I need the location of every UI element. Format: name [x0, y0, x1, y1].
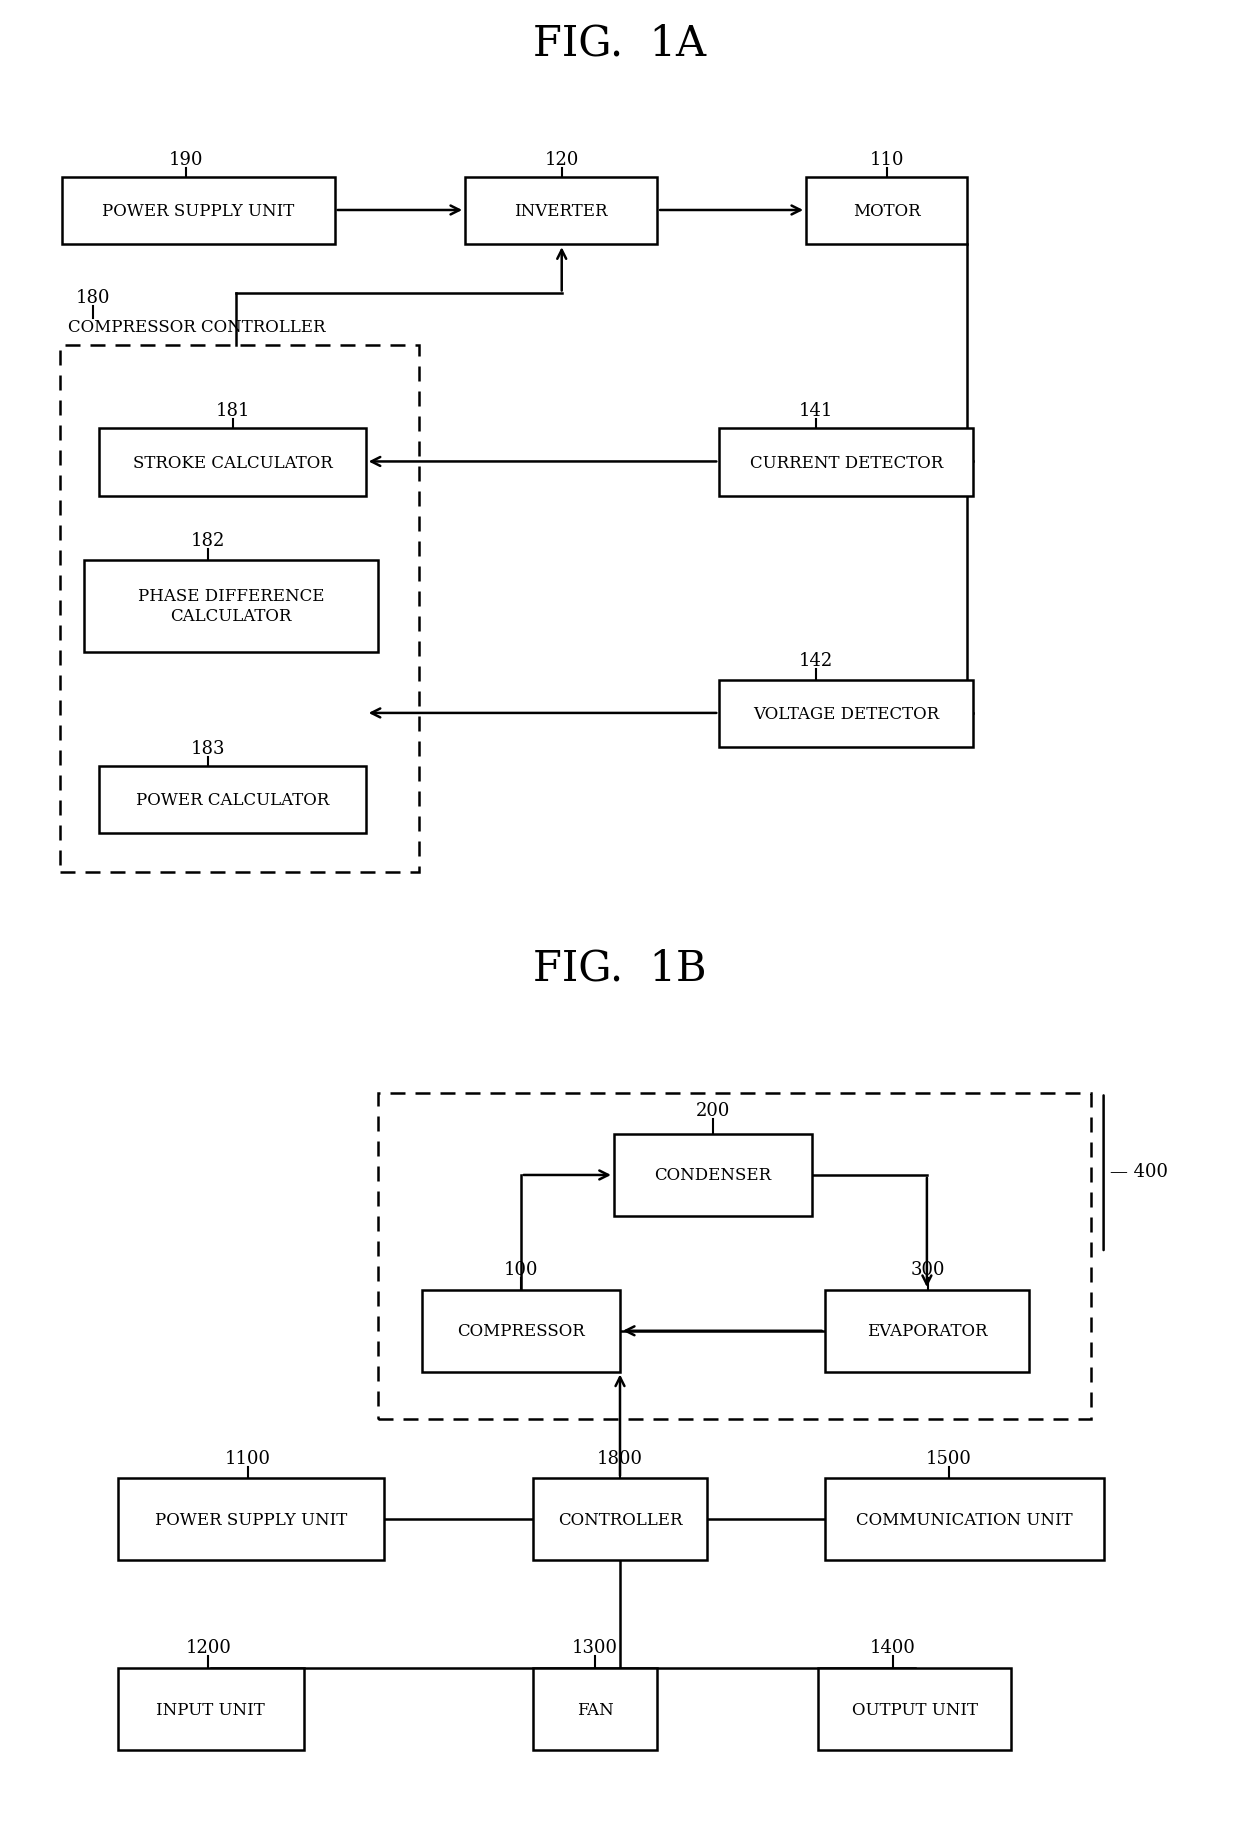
FancyBboxPatch shape	[719, 428, 973, 497]
Text: 183: 183	[191, 739, 226, 758]
Text: FAN: FAN	[577, 1701, 614, 1718]
Text: VOLTAGE DETECTOR: VOLTAGE DETECTOR	[753, 706, 940, 723]
Text: PHASE DIFFERENCE
CALCULATOR: PHASE DIFFERENCE CALCULATOR	[138, 588, 325, 625]
Text: CURRENT DETECTOR: CURRENT DETECTOR	[750, 454, 942, 471]
FancyBboxPatch shape	[84, 561, 378, 653]
Text: COMPRESSOR CONTROLLER: COMPRESSOR CONTROLLER	[68, 318, 326, 337]
Text: INPUT UNIT: INPUT UNIT	[156, 1701, 265, 1718]
Text: 1400: 1400	[870, 1639, 915, 1657]
Text: CONTROLLER: CONTROLLER	[558, 1512, 682, 1528]
FancyBboxPatch shape	[118, 1479, 384, 1559]
Text: 1800: 1800	[596, 1449, 644, 1468]
Text: 1500: 1500	[926, 1449, 971, 1468]
Text: MOTOR: MOTOR	[853, 202, 920, 221]
Text: 181: 181	[216, 401, 250, 419]
FancyBboxPatch shape	[825, 1291, 1029, 1372]
FancyBboxPatch shape	[99, 428, 366, 497]
Text: 1300: 1300	[572, 1639, 619, 1657]
Text: 100: 100	[503, 1260, 538, 1278]
Text: POWER SUPPLY UNIT: POWER SUPPLY UNIT	[155, 1512, 347, 1528]
Text: EVAPORATOR: EVAPORATOR	[867, 1322, 987, 1339]
Text: COMPRESSOR: COMPRESSOR	[456, 1322, 585, 1339]
FancyBboxPatch shape	[422, 1291, 620, 1372]
Text: STROKE CALCULATOR: STROKE CALCULATOR	[133, 454, 332, 471]
Text: 1200: 1200	[186, 1639, 231, 1657]
FancyBboxPatch shape	[533, 1668, 657, 1751]
FancyBboxPatch shape	[825, 1479, 1104, 1559]
FancyBboxPatch shape	[62, 178, 335, 245]
FancyBboxPatch shape	[614, 1135, 812, 1216]
Text: POWER SUPPLY UNIT: POWER SUPPLY UNIT	[102, 202, 295, 221]
Text: OUTPUT UNIT: OUTPUT UNIT	[852, 1701, 977, 1718]
Text: 182: 182	[191, 531, 226, 550]
FancyBboxPatch shape	[818, 1668, 1011, 1751]
FancyBboxPatch shape	[378, 1092, 1091, 1420]
FancyBboxPatch shape	[118, 1668, 304, 1751]
FancyBboxPatch shape	[806, 178, 967, 245]
Text: 142: 142	[799, 651, 833, 669]
Text: POWER CALCULATOR: POWER CALCULATOR	[136, 791, 329, 809]
Text: CONDENSER: CONDENSER	[655, 1166, 771, 1184]
FancyBboxPatch shape	[719, 680, 973, 748]
Text: INVERTER: INVERTER	[515, 202, 608, 221]
FancyBboxPatch shape	[60, 346, 419, 874]
Text: 180: 180	[76, 289, 110, 307]
Text: 141: 141	[799, 401, 833, 419]
Text: — 400: — 400	[1110, 1162, 1168, 1181]
Text: FIG.  1A: FIG. 1A	[533, 22, 707, 64]
FancyBboxPatch shape	[465, 178, 657, 245]
Text: 190: 190	[169, 151, 203, 169]
Text: FIG.  1B: FIG. 1B	[533, 947, 707, 989]
Text: 200: 200	[696, 1102, 730, 1120]
Text: 300: 300	[910, 1260, 945, 1278]
Text: 110: 110	[869, 151, 904, 169]
Text: 1100: 1100	[224, 1449, 272, 1468]
FancyBboxPatch shape	[533, 1479, 707, 1559]
Text: COMMUNICATION UNIT: COMMUNICATION UNIT	[856, 1512, 1073, 1528]
FancyBboxPatch shape	[99, 767, 366, 833]
Text: 120: 120	[544, 151, 579, 169]
